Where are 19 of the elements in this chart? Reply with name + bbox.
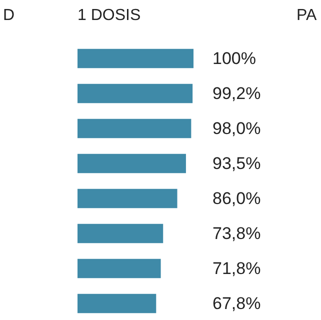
text: D bbox=[2, 7, 15, 24]
data-label: 67,8% bbox=[212, 294, 261, 313]
bar bbox=[78, 188, 178, 208]
data-label: 93,5% bbox=[212, 154, 261, 173]
chart-title: 1 DOSIS bbox=[78, 7, 141, 24]
data-label: 71,8% bbox=[212, 259, 261, 278]
bar bbox=[78, 118, 192, 138]
data-label: 98,0% bbox=[212, 119, 261, 138]
text: PA bbox=[296, 7, 317, 24]
data-label: 73,8% bbox=[212, 224, 261, 243]
bar bbox=[78, 48, 194, 68]
bar bbox=[78, 154, 186, 174]
bar bbox=[78, 258, 161, 278]
bar bbox=[78, 224, 164, 244]
data-label: 86,0% bbox=[212, 189, 261, 208]
data-label: 100% bbox=[212, 49, 256, 68]
data-label: 99,2% bbox=[212, 84, 261, 103]
bar bbox=[78, 294, 156, 314]
bar bbox=[78, 84, 193, 104]
